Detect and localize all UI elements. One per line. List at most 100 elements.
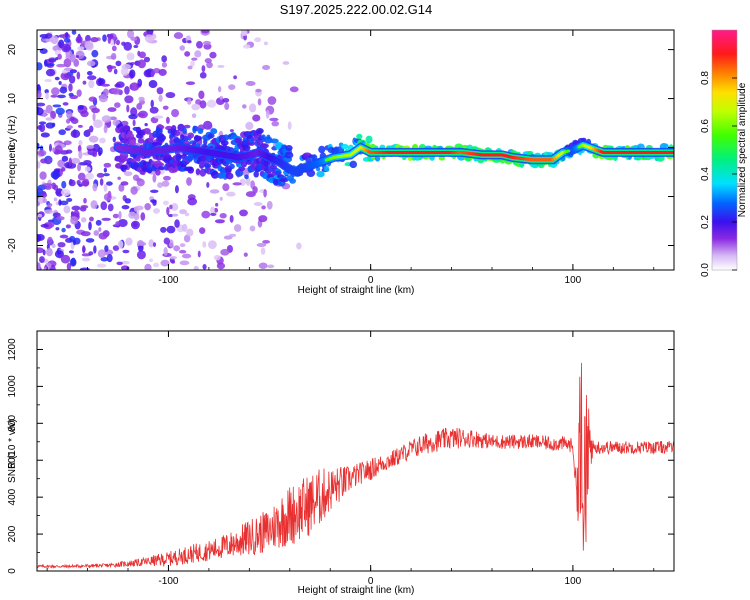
- spectrogram-noise-blob: [44, 185, 52, 190]
- spectrogram-noise-blob: [103, 124, 108, 134]
- spectrogram-noise-blob: [68, 92, 74, 97]
- spectrogram-noise-blob: [229, 129, 234, 133]
- spectrogram-noise-blob: [233, 75, 237, 80]
- colorbar-frame: [711, 29, 738, 271]
- spectrogram-noise-blob: [228, 84, 236, 90]
- spectrogram-noise-blob: [156, 87, 164, 95]
- spectrogram-noise-blob: [101, 115, 112, 123]
- spectrogram-noise-blob: [138, 51, 146, 59]
- spectrogram-noise-blob: [215, 97, 225, 105]
- spectrogram-noise-blob: [166, 225, 176, 234]
- spectrogram-noise-blob: [82, 245, 86, 254]
- spectrogram-band-blob: [220, 140, 229, 146]
- spectrogram-noise-blob: [69, 235, 76, 243]
- colorbar-tick-label: 0.2: [700, 215, 711, 229]
- spectrogram-noise-blob: [68, 250, 74, 254]
- spectrogram-noise-blob: [107, 64, 113, 73]
- spectrogram-noise-blob: [41, 38, 47, 42]
- spectrogram-noise-blob: [253, 201, 263, 206]
- spectrogram-band-blob: [349, 160, 358, 169]
- spectrogram-noise-blob: [79, 267, 90, 270]
- spectrogram-noise-blob: [65, 59, 71, 65]
- spectrogram-noise-blob: [88, 135, 99, 143]
- spectrogram-noise-blob: [243, 252, 248, 257]
- spectrogram-band-blob: [137, 138, 145, 144]
- spectrogram-noise-blob: [153, 242, 157, 247]
- spectrogram-noise-blob: [289, 86, 299, 93]
- spectrogram-noise-blob: [52, 104, 62, 108]
- snr-y-tick-label: 0: [7, 568, 18, 574]
- spectrogram-band-blob: [130, 158, 138, 163]
- spectrogram-noise-blob: [84, 166, 91, 172]
- spectrogram-noise-blob: [83, 159, 92, 166]
- spectrogram-noise-blob: [160, 226, 167, 233]
- spectrogram-band-blob: [253, 171, 259, 178]
- spectrogram-band-blob: [255, 127, 264, 134]
- spectrogram-noise-blob: [166, 116, 170, 124]
- spectrogram-noise-blob: [44, 33, 53, 39]
- spectrogram-noise-blob: [232, 182, 242, 186]
- spectrogram-noise-blob: [220, 248, 230, 256]
- spectrogram-noise-blob: [184, 212, 190, 217]
- spectrogram-y-tick-label: 20: [7, 44, 18, 56]
- spectrogram-noise-blob: [96, 172, 105, 178]
- spectrogram-noise-blob: [89, 216, 94, 222]
- spectrogram-noise-blob: [144, 203, 152, 211]
- spectrogram-noise-blob: [37, 149, 47, 157]
- spectrogram-noise-blob: [143, 69, 153, 78]
- spectrogram-band-blob: [182, 127, 187, 135]
- spectrogram-noise-blob: [127, 30, 135, 39]
- spectrogram-noise-blob: [98, 227, 102, 232]
- spectrogram-noise-blob: [150, 70, 155, 78]
- spectrogram-noise-blob: [173, 245, 181, 252]
- spectrogram-noise-blob: [115, 221, 120, 227]
- spectrogram-noise-blob: [65, 149, 73, 154]
- spectrogram-noise-blob: [245, 121, 254, 130]
- spectrogram-band-blob: [318, 145, 326, 154]
- spectrogram-band-blob: [171, 125, 177, 132]
- spectrogram-band-blob: [211, 171, 219, 179]
- colorbar-tick-label: 0.4: [700, 167, 711, 181]
- spectrogram-noise-blob: [43, 38, 53, 42]
- spectrogram-noise-blob: [72, 129, 77, 138]
- spectrogram-band-blob: [229, 163, 235, 170]
- spectrogram-noise-blob: [148, 239, 155, 248]
- spectrogram-noise-blob: [117, 240, 124, 249]
- spectrogram-noise-blob: [207, 240, 217, 250]
- snr-plot-area: [37, 331, 674, 571]
- spectrogram-noise-blob: [213, 254, 221, 261]
- spectrogram-noise-blob: [169, 255, 178, 260]
- spectrogram-noise-blob: [150, 189, 159, 194]
- spectrogram-noise-blob: [126, 104, 130, 113]
- spectrogram-noise-blob: [77, 104, 84, 110]
- spectrogram-noise-blob: [99, 137, 106, 144]
- spectrogram-noise-blob: [103, 88, 109, 97]
- spectrogram-band-blob: [270, 138, 279, 144]
- spectrogram-noise-blob: [70, 116, 75, 121]
- spectrogram-noise-blob: [217, 64, 225, 68]
- spectrogram-noise-blob: [187, 40, 192, 44]
- spectrogram-noise-blob: [107, 190, 112, 199]
- spectrogram-noise-blob: [114, 102, 121, 108]
- spectrogram-noise-blob: [187, 98, 192, 105]
- spectrogram-noise-blob: [37, 262, 41, 270]
- snr-x-ticks: -100 0 100: [46, 331, 655, 587]
- spectrogram-noise-blob: [255, 88, 262, 93]
- spectrogram-noise-blob: [100, 256, 109, 262]
- spectrogram-noise-blob: [57, 242, 66, 248]
- spectrogram-noise-blob: [137, 244, 144, 252]
- spectrogram-noise-blob: [110, 52, 117, 60]
- spectrogram-noise-blob: [51, 122, 56, 128]
- spectrogram-noise-blob: [42, 183, 53, 187]
- spectrogram-band-blob: [143, 128, 151, 134]
- spectrogram-noise-blob: [206, 61, 213, 69]
- spectrogram-noise-blob: [59, 234, 69, 239]
- spectrogram-band-blob: [174, 129, 180, 137]
- spectrogram-noise-blob: [138, 110, 148, 119]
- spectrogram-noise-blob: [103, 173, 110, 177]
- spectrogram-noise-blob: [75, 55, 79, 59]
- spectrogram-band-blob: [289, 178, 296, 184]
- spectrogram-noise-blob: [262, 239, 271, 244]
